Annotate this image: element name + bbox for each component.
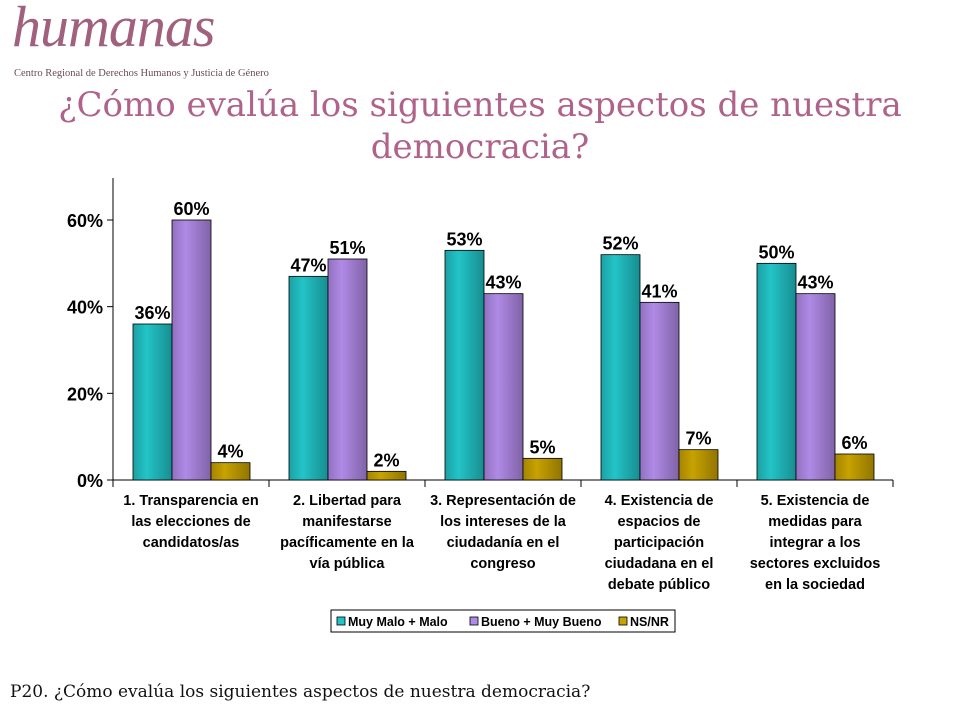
category-label: debate público [608,577,710,593]
category-label: las elecciones de [131,514,250,530]
category-label: 4. Existencia de [605,493,714,509]
category-label: sectores excluidos [750,556,881,572]
category-label: ciudadanía en el [447,535,560,551]
data-label: 7% [685,429,711,449]
bar-bueno-muy-bueno-5 [795,293,836,481]
legend-box [330,609,676,633]
data-label: 50% [758,242,794,262]
y-tick-label: 40% [67,298,103,318]
legend-swatch [618,616,628,626]
category-label: integrar a los [769,535,860,551]
data-label: 43% [485,273,521,293]
y-tick-label: 60% [67,211,103,231]
data-label: 41% [641,281,677,301]
data-label: 36% [134,303,170,323]
data-label: 60% [173,199,209,219]
data-label: 5% [529,437,555,457]
title-line-1: ¿Cómo evalúa los siguientes aspectos de … [58,85,902,125]
bar-muy-malo-malo-5 [756,262,797,481]
y-tick-label: 20% [67,384,103,404]
bar-muy-malo-malo-3 [444,249,485,481]
bar-bueno-muy-bueno-2 [327,258,368,481]
data-label: 47% [290,255,326,275]
humanas-logo: humanas Centro Regional de Derechos Huma… [12,0,312,82]
title-line-2: democracia? [370,127,590,167]
category-label: participación [614,535,704,551]
footer-question: P20. ¿Cómo evalúa los siguientes aspecto… [10,682,591,702]
y-tick-label: 0% [77,471,103,491]
category-label: espacios de [617,514,700,530]
bar-ns-nr-4 [678,449,719,481]
category-label: 5. Existencia de [761,493,870,509]
bar-muy-malo-malo-2 [288,275,329,481]
category-label: 3. Representación de [430,493,576,509]
category-label: manifestarse [302,514,391,530]
data-label: 6% [841,433,867,453]
bar-ns-nr-2 [366,470,407,481]
category-label: candidatos/as [143,535,240,551]
data-label: 52% [602,234,638,254]
bar-ns-nr-3 [522,457,563,481]
page-title: ¿Cómo evalúa los siguientes aspectos de … [0,84,960,168]
category-label: pacíficamente en la [280,535,415,551]
legend-swatch [336,616,346,626]
data-label: 43% [797,273,833,293]
data-label: 2% [373,450,399,470]
category-label: los intereses de la [440,514,567,530]
bar-bueno-muy-bueno-4 [639,301,680,481]
bar-bueno-muy-bueno-3 [483,293,524,481]
legend-label: Bueno + Muy Bueno [481,615,602,629]
logo-subtitle: Centro Regional de Derechos Humanos y Ju… [14,68,269,79]
data-label: 53% [446,229,482,249]
data-label: 51% [329,238,365,258]
bar-muy-malo-malo-1 [132,323,173,481]
bar-ns-nr-1 [210,462,251,481]
category-label: ciudadana en el [605,556,714,572]
category-label: 2. Libertad para [293,493,402,509]
category-label: 1. Transparencia en [123,493,258,509]
category-label: medidas para [768,514,862,530]
bar-muy-malo-malo-4 [600,254,641,481]
category-label: vía pública [310,556,386,572]
data-label: 4% [217,442,243,462]
category-label: en la sociedad [765,577,865,593]
legend-label: NS/NR [630,615,669,629]
bar-bueno-muy-bueno-1 [171,219,212,481]
logo-wordmark: humanas [12,0,215,59]
bar-ns-nr-5 [834,453,875,481]
category-label: congreso [470,556,535,572]
legend-label: Muy Malo + Malo [348,615,448,629]
legend-swatch [469,616,479,626]
legend: Muy Malo + Malo Bueno + Muy Bueno NS/NR [330,609,676,633]
